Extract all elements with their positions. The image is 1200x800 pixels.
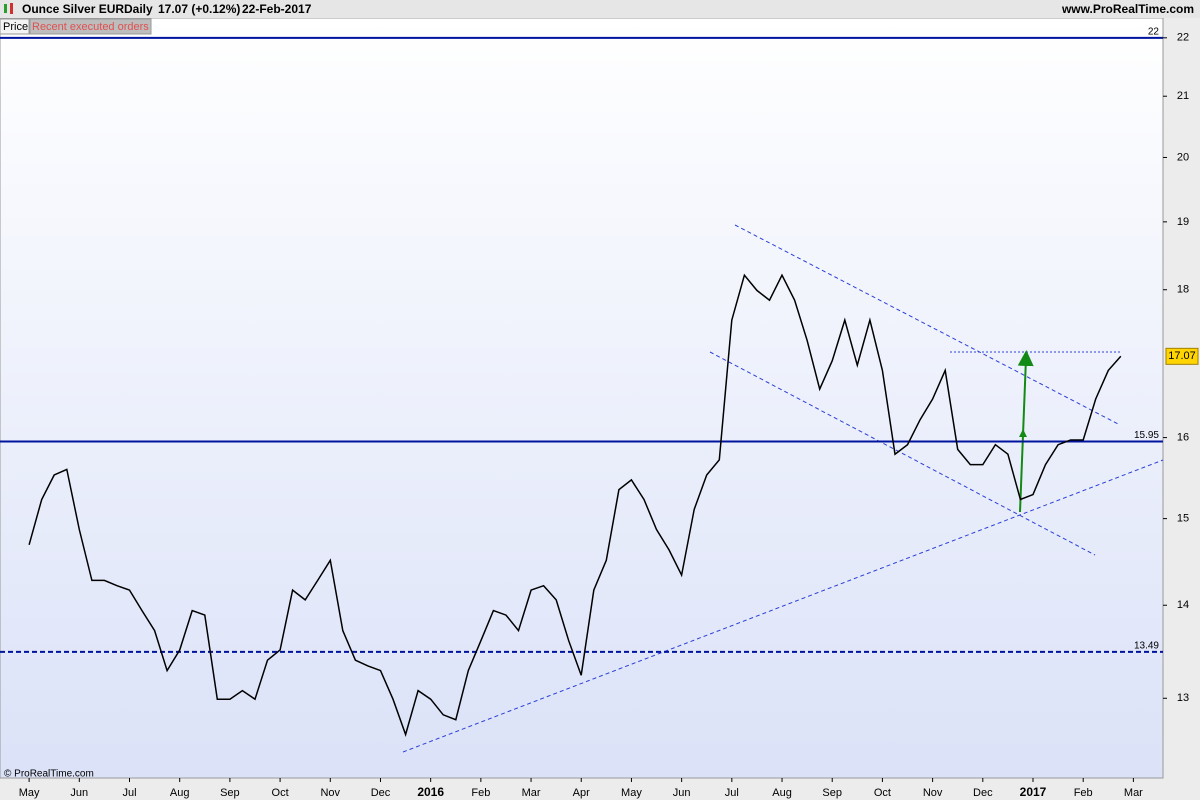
y-tick-label: 15: [1177, 513, 1189, 525]
x-tick-label: Jun: [70, 787, 88, 799]
copyright: © ProRealTime.com: [4, 769, 94, 780]
x-tick-label: Nov: [923, 787, 943, 799]
trend-lines: [402, 224, 1164, 753]
x-tick-label: Sep: [220, 787, 240, 799]
y-tick-label: 22: [1177, 32, 1189, 44]
tab[interactable]: [0, 18, 30, 35]
x-tick-label: Nov: [320, 787, 340, 799]
x-tick-label: May: [621, 787, 642, 799]
level-label: 13.49: [1134, 640, 1159, 651]
x-tick-label: Aug: [170, 787, 190, 799]
y-tick-label: 21: [1177, 90, 1189, 102]
level-label: 15.95: [1134, 430, 1159, 441]
y-tick-label: 18: [1177, 284, 1189, 296]
x-tick-label: Mar: [522, 787, 541, 799]
x-tick-label: Jul: [122, 787, 136, 799]
header-bar: [0, 0, 1200, 18]
x-tick-label: Sep: [822, 787, 842, 799]
y-tick-label: 19: [1177, 216, 1189, 228]
x-tick-label: Apr: [573, 787, 590, 799]
last-price-label: 17.07: [1168, 350, 1196, 362]
x-tick-label: Dec: [371, 787, 391, 799]
tab-label[interactable]: Recent executed orders: [32, 21, 149, 33]
icon: [10, 3, 13, 14]
x-tick-label: Feb: [1074, 787, 1093, 799]
price-line: [28, 273, 1122, 737]
x-tick-label: Jul: [725, 787, 739, 799]
interval: Daily: [124, 2, 153, 16]
y-tick-label: 16: [1177, 432, 1189, 444]
last-price-box: [1165, 347, 1199, 365]
y-tick-label: 13: [1177, 692, 1189, 704]
x-tick-label: Dec: [973, 787, 993, 799]
date: 22-Feb-2017: [242, 2, 312, 16]
plot-area: [0, 17, 1164, 779]
x-tick-label: Mar: [1124, 787, 1143, 799]
y-tick-label: 20: [1177, 151, 1189, 163]
icon: [4, 4, 7, 13]
level-label: 22: [1148, 26, 1160, 37]
x-tick-label: Feb: [471, 787, 490, 799]
last-change: 17.07 (+0.12%): [158, 2, 240, 16]
source: www.ProRealTime.com: [1061, 2, 1194, 16]
x-tick-label: Oct: [272, 787, 289, 799]
x-tick-label: May: [19, 787, 40, 799]
y-tick-label: 14: [1177, 599, 1189, 611]
x-tick-label: Jun: [673, 787, 691, 799]
tab[interactable]: [29, 18, 152, 35]
x-tick-label: 2016: [417, 785, 444, 799]
tab-label[interactable]: Price: [3, 21, 28, 33]
x-tick-label: Aug: [772, 787, 792, 799]
x-tick-label: Oct: [874, 787, 891, 799]
arrow-mark: [1019, 429, 1027, 437]
x-tick-label: 2017: [1020, 785, 1047, 799]
chart-title: Ounce Silver EUR: [22, 2, 124, 16]
